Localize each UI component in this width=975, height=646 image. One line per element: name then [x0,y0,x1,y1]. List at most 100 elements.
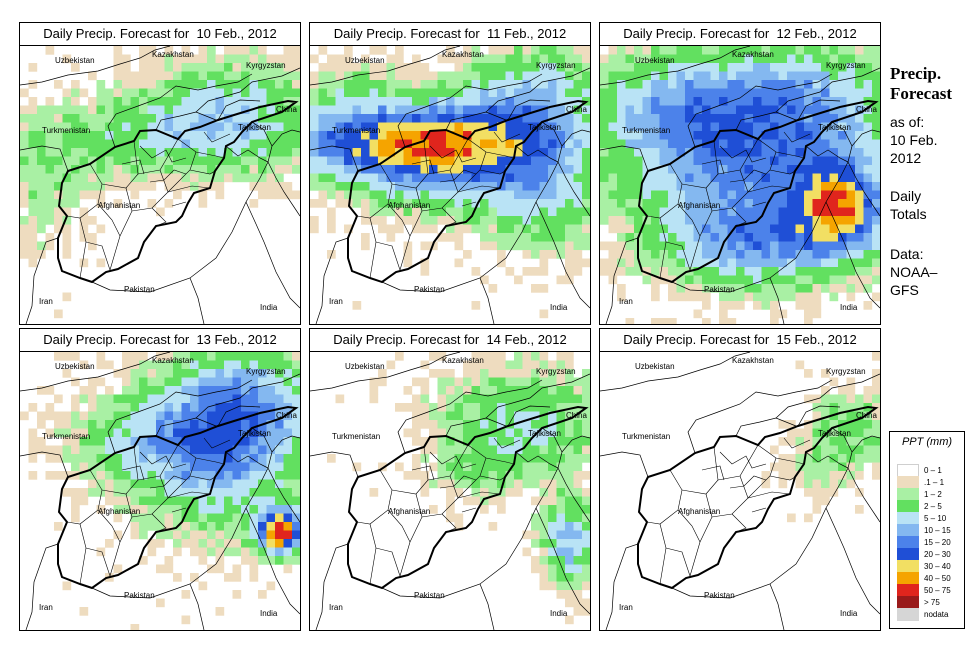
country-border [805,451,849,469]
precip-cell [395,80,404,89]
precip-cell [446,216,455,225]
precip-cell [804,63,813,72]
precip-cell [727,54,737,64]
precip-cell [582,573,590,582]
precip-cell [634,190,643,200]
precip-cell [744,241,754,251]
precip-cell [514,488,523,497]
precip-cell [147,156,157,166]
precip-cell [181,54,191,64]
precip-cell [403,199,413,208]
precip-cell [420,182,430,191]
precip-cell [702,292,711,302]
country-label-turkmenistan: Turkmenistan [42,126,90,135]
precip-cell [198,63,208,72]
precip-cell [147,46,157,55]
precip-cell [522,122,532,132]
precip-cell [804,46,813,55]
precip-cell [804,105,813,115]
precip-cell [821,156,830,166]
precip-cell [651,114,660,123]
precip-cell [795,275,805,285]
precip-cell [497,131,506,140]
precip-cell [215,454,225,463]
precip-cell [488,284,498,293]
precip-cell [829,403,839,412]
precip-cell [88,445,97,455]
precip-cell [770,97,779,106]
precip-cell [582,88,590,98]
precip-cell [429,420,438,429]
precip-cell [625,199,635,208]
precip-cell [480,275,489,285]
precip-cell [582,114,590,123]
precip-cell [275,403,284,412]
precip-cell [778,275,788,285]
precip-cell [412,182,421,191]
precip-cell [863,284,873,293]
precip-cell [198,54,208,64]
country-border [189,277,205,324]
precip-cell [514,63,523,72]
precip-cell [310,182,319,191]
precip-cell [122,462,131,472]
precip-cell [539,513,549,523]
precip-cell [88,190,97,200]
country-border [310,145,359,172]
precip-cell [378,139,387,149]
precip-cell [582,165,590,174]
precip-cell [531,454,540,463]
precip-cell [480,54,489,64]
precip-cell [651,88,660,98]
precip-cell [292,488,300,497]
precip-cell [642,122,652,132]
precip-cell [838,165,847,174]
precip-cell [130,369,140,378]
precip-cell [275,377,284,387]
precip-cell [88,420,97,429]
precip-cell [659,216,669,225]
province-border [493,131,521,143]
precip-cell [164,513,174,523]
precip-cell [471,437,481,446]
precip-cell [224,63,233,72]
precip-cell [556,581,566,591]
precip-cell [275,80,284,89]
legend-item: .1 – 1 [897,476,962,489]
precip-cell [361,80,370,89]
precip-cell [45,241,55,251]
precip-cell [753,233,762,242]
precip-cell [241,403,250,412]
precip-cell [795,224,805,234]
precip-cell [335,394,345,404]
precip-cell [727,139,737,149]
precip-cell [582,105,590,115]
precip-cell [727,275,737,285]
precip-cell [770,207,779,217]
precip-cell [181,156,191,166]
precip-cell [105,488,114,497]
precip-cell [173,80,182,89]
province-border [493,437,521,449]
precip-cell [446,114,455,123]
precip-cell [753,258,762,268]
precip-cell [761,54,771,64]
legend-swatch [897,500,919,513]
country-border [600,352,751,392]
precip-cell [855,114,864,123]
precip-cell [164,105,174,115]
precip-cell [173,573,182,582]
precip-cell [156,513,165,523]
precip-cell [539,199,549,208]
precip-cell [437,105,447,115]
precip-cell [292,547,300,557]
precip-cell [79,428,89,438]
precip-cell [795,46,805,55]
sidebar-title: Precip. Forecast [890,64,974,104]
precip-cell [275,513,284,523]
precip-cell [497,156,506,166]
precip-cell [497,471,506,480]
precip-cell [241,522,250,531]
precip-cell [122,54,131,64]
precip-cell [804,165,813,174]
